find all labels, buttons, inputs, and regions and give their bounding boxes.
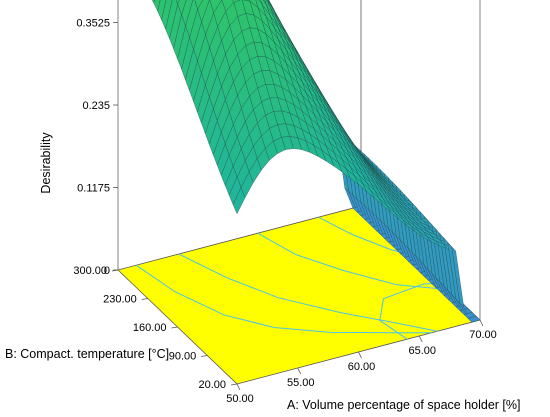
- surface-cell: [152, 0, 155, 4]
- x-tick-label: 55.00: [287, 377, 315, 389]
- y-tick-label: 300.00: [73, 265, 107, 277]
- y-axis-title: B: Compact. temperature [°C]: [5, 347, 169, 361]
- z-axis-title: Desirability: [39, 132, 53, 194]
- x-tick-label: 50.00: [226, 393, 254, 405]
- y-tick-label: 160.00: [133, 322, 167, 334]
- x-tick-mark: [236, 383, 241, 391]
- surface-cell: [194, 0, 203, 10]
- response-surface: [152, 0, 481, 323]
- x-axis-title: A: Volume percentage of space holder [%]: [287, 398, 520, 412]
- surface-cell: [157, 0, 167, 21]
- floor-contour-0: [135, 264, 432, 334]
- surface-cell: [153, 0, 161, 12]
- y-tick-label: 230.00: [103, 294, 137, 306]
- z-tick-label: 0: [104, 265, 110, 277]
- surface-cell: [467, 316, 481, 323]
- tick-labels: 00.11750.2350.35250.4720.0090.00160.0023…: [73, 18, 497, 406]
- z-tick-label: 0.3525: [76, 18, 110, 30]
- x-tick-mark: [418, 335, 423, 343]
- y-tick-mark: [111, 269, 119, 272]
- frame-back-right: [479, 0, 481, 320]
- surface-cell: [177, 0, 187, 16]
- x-tick-mark: [358, 351, 362, 359]
- z-tick-label: 0.1175: [77, 183, 110, 195]
- y-tick-mark: [230, 383, 238, 386]
- surface-cell: [175, 0, 180, 5]
- floor-contour-1: [178, 253, 438, 332]
- y-tick-mark: [141, 298, 148, 300]
- y-tick-label: 20.00: [198, 379, 226, 391]
- x-tick-label: 70.00: [469, 329, 497, 341]
- x-tick-label: 60.00: [348, 361, 376, 373]
- y-tick-mark: [171, 326, 178, 329]
- y-tick-label: 90.00: [169, 351, 197, 363]
- x-tick-label: 65.00: [408, 345, 436, 357]
- x-tick-mark: [297, 367, 302, 375]
- y-tick-mark: [201, 355, 208, 357]
- x-tick-mark: [479, 319, 484, 327]
- floor-contour-4: [379, 282, 442, 340]
- z-tick-label: 0.235: [82, 100, 110, 112]
- floor-contour-2: [257, 232, 449, 290]
